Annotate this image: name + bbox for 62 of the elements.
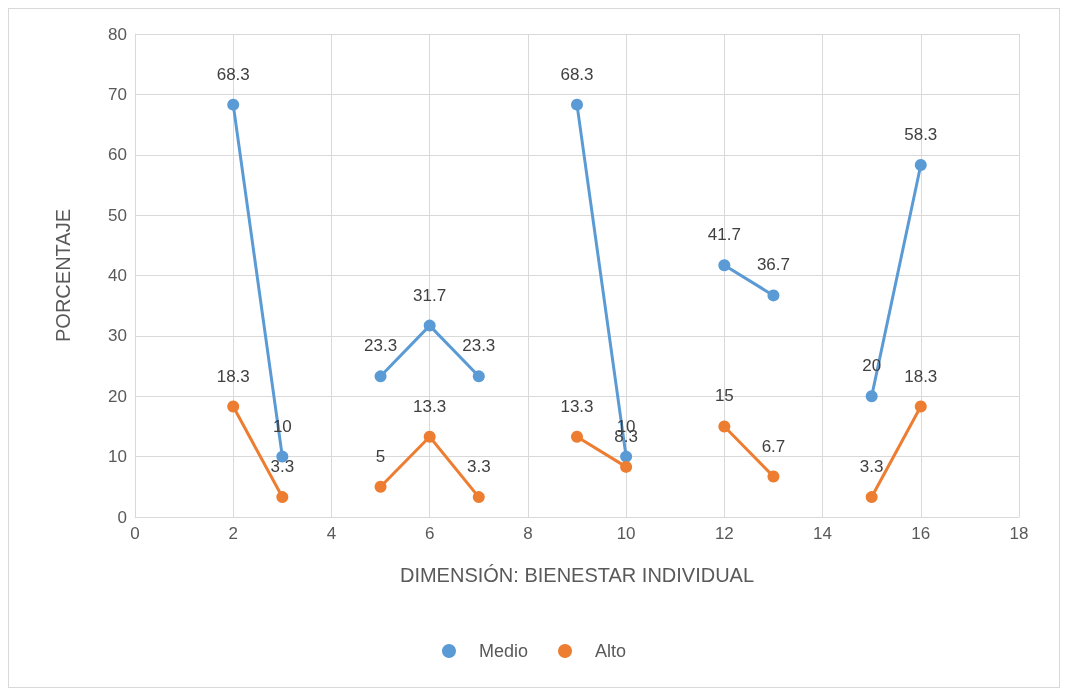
point xyxy=(767,289,780,302)
point xyxy=(620,450,633,463)
y-tick-label: 70 xyxy=(108,84,127,104)
y-tick-label: 30 xyxy=(108,326,127,346)
legend-label: Medio xyxy=(478,641,529,661)
point xyxy=(423,430,436,443)
data-label: 41.7 xyxy=(707,225,741,245)
y-tick-label: 50 xyxy=(108,205,127,225)
data-label: 58.3 xyxy=(904,125,938,145)
y-tick-label: 20 xyxy=(108,386,127,406)
y-tick-label: 40 xyxy=(108,266,127,285)
data-label: 68.3 xyxy=(560,64,594,84)
point xyxy=(227,400,240,413)
legend-label: Alto xyxy=(595,641,627,661)
y-tick-label: 80 xyxy=(108,24,127,44)
point xyxy=(718,420,731,433)
data-label: 15 xyxy=(714,386,734,406)
y-tick-label: 60 xyxy=(108,145,127,165)
point xyxy=(767,470,780,483)
data-label: 23.3 xyxy=(462,336,496,356)
point xyxy=(865,390,878,403)
data-label: 68.3 xyxy=(216,64,250,84)
x-tick-label: 10 xyxy=(616,524,636,543)
data-label: 36.7 xyxy=(756,255,790,275)
point xyxy=(374,480,387,493)
point xyxy=(571,430,583,443)
x-tick-label: 6 xyxy=(424,524,435,543)
x-tick-label: 4 xyxy=(326,524,337,543)
point xyxy=(472,491,485,504)
data-label: 18.3 xyxy=(216,366,250,386)
point xyxy=(374,370,387,383)
data-label: 13.3 xyxy=(413,396,447,416)
point xyxy=(276,491,289,504)
point xyxy=(914,159,927,172)
data-label: 3.3 xyxy=(859,457,884,477)
data-label: 3.3 xyxy=(270,457,295,477)
data-label: 31.7 xyxy=(413,285,447,305)
data-label: 3.3 xyxy=(466,457,491,477)
x-tick-label: 16 xyxy=(911,524,931,543)
point xyxy=(620,460,633,473)
x-tick-label: 8 xyxy=(523,524,533,543)
x-tick-label: 12 xyxy=(714,524,734,543)
point xyxy=(472,370,485,383)
x-tick-label: 0 xyxy=(130,524,140,543)
data-label: 23.3 xyxy=(364,336,398,356)
data-label: 5 xyxy=(375,446,386,466)
y-tick-label: 10 xyxy=(108,447,127,467)
data-label: 18.3 xyxy=(904,366,938,386)
point xyxy=(865,491,878,504)
y-tick-label: 0 xyxy=(117,507,127,527)
x-tick-label: 2 xyxy=(228,524,238,543)
data-label: 13.3 xyxy=(560,396,594,416)
point xyxy=(423,319,436,332)
point xyxy=(571,98,583,111)
x-tick-label: 14 xyxy=(813,524,833,543)
x-axis-title: DIMENSIÓN: BIENESTAR INDIVIDUAL xyxy=(399,564,755,586)
point xyxy=(914,400,927,413)
data-label: 6.7 xyxy=(761,436,786,456)
y-axis-title: PORCENTAJE xyxy=(52,209,74,342)
point xyxy=(227,98,240,111)
point xyxy=(718,259,731,272)
x-tick-label: 18 xyxy=(1009,524,1029,543)
